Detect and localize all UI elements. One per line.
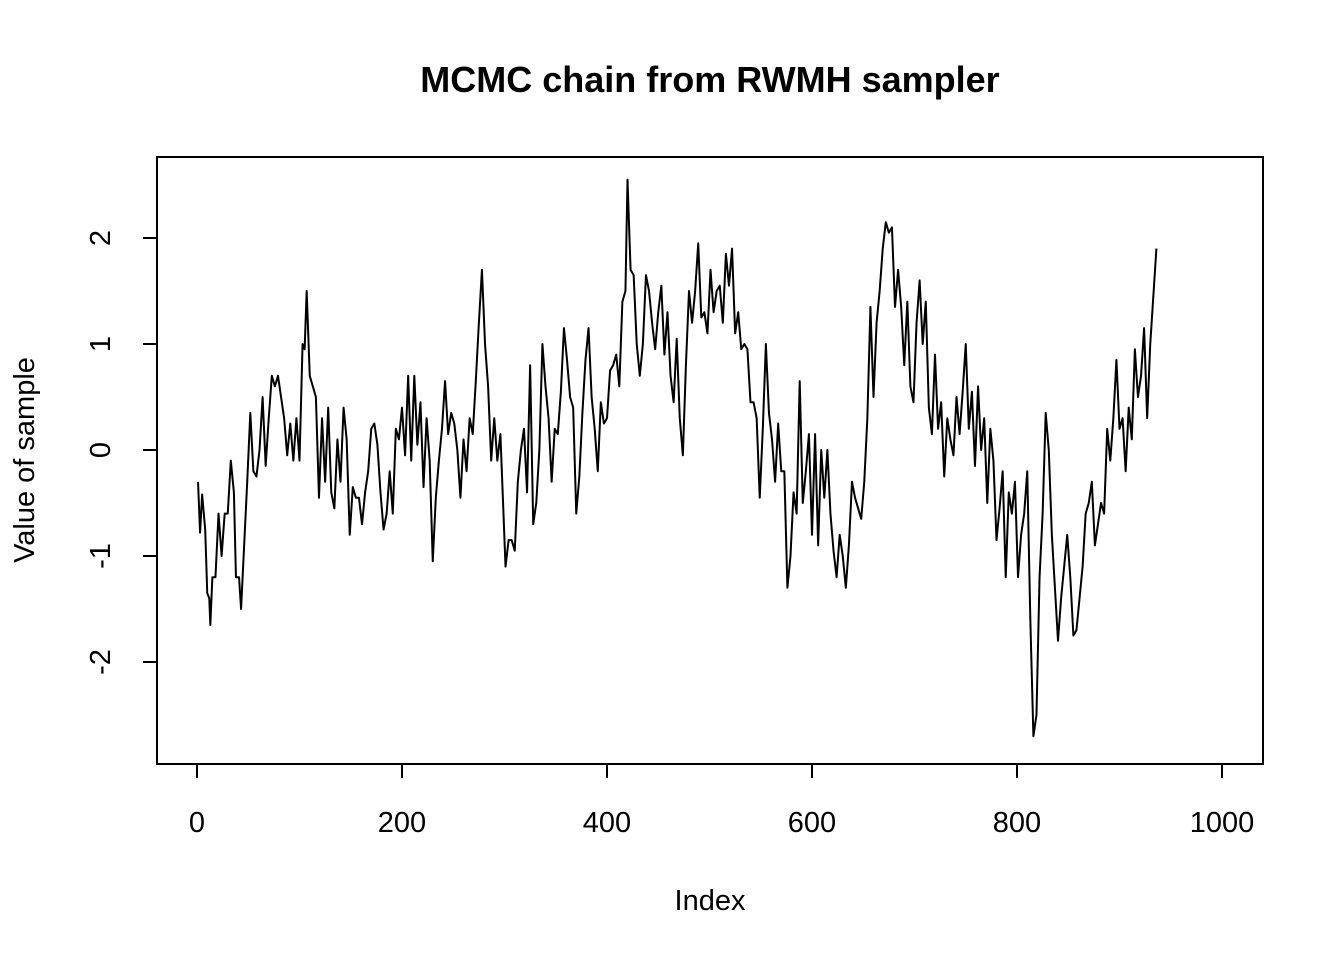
plot-frame (156, 156, 1264, 765)
x-tick-label: 0 (189, 807, 205, 839)
x-tick-label: 400 (583, 807, 631, 839)
y-tick-label: 2 (85, 230, 117, 246)
y-tick-label: -2 (85, 649, 117, 675)
x-axis: 0 200 400 600 800 1000 (189, 763, 1255, 839)
y-axis: -2 -1 0 1 2 (85, 230, 158, 675)
x-tick-label: 800 (993, 807, 1041, 839)
x-axis-label: Index (675, 885, 746, 917)
series-line-1 (197, 178, 1158, 738)
x-tick-label: 200 (378, 807, 426, 839)
y-tick-label: 1 (85, 336, 117, 352)
series-layer (197, 178, 1158, 738)
chart-title: MCMC chain from RWMH sampler (420, 59, 999, 100)
x-tick-label: 600 (788, 807, 836, 839)
y-axis-label: Value of sample (9, 357, 41, 563)
x-tick-label: 1000 (1190, 807, 1255, 839)
y-tick-label: -1 (85, 543, 117, 569)
y-tick-label: 0 (85, 442, 117, 458)
